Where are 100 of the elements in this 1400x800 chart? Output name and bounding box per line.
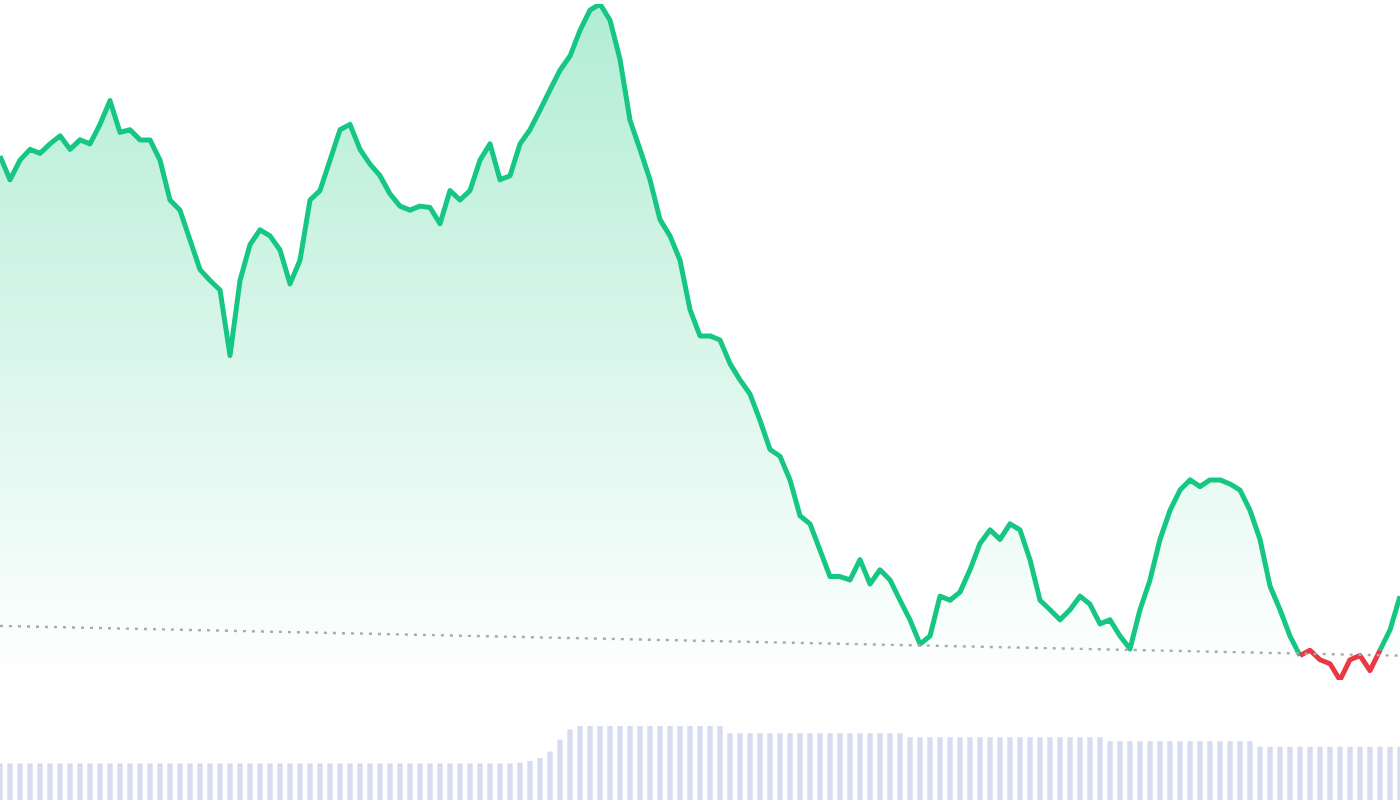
bar: [557, 739, 563, 800]
bar: [507, 763, 513, 800]
bar: [57, 763, 63, 800]
bar: [817, 733, 823, 800]
bar: [77, 763, 83, 800]
bar: [587, 726, 593, 800]
bar: [1137, 741, 1143, 800]
bar: [447, 763, 453, 800]
bar: [1117, 741, 1123, 800]
bar: [1207, 741, 1213, 800]
bar: [907, 737, 913, 800]
bar: [1337, 746, 1343, 800]
bar: [97, 763, 103, 800]
bar: [1267, 746, 1273, 800]
bar: [517, 762, 523, 800]
bar: [287, 763, 293, 800]
bar: [947, 737, 953, 800]
bar: [467, 763, 473, 800]
bar: [1077, 737, 1083, 800]
bar: [127, 763, 133, 800]
bar: [1177, 741, 1183, 800]
bar: [67, 763, 73, 800]
bar: [27, 763, 33, 800]
bar: [1217, 741, 1223, 800]
bar: [677, 726, 683, 800]
bar: [1037, 737, 1043, 800]
bar: [767, 733, 773, 800]
bar: [1047, 737, 1053, 800]
bar: [377, 763, 383, 800]
bar: [87, 763, 93, 800]
bar: [237, 763, 243, 800]
bar: [577, 726, 583, 800]
bar: [707, 726, 713, 800]
bar: [997, 737, 1003, 800]
bar: [387, 763, 393, 800]
bar: [457, 763, 463, 800]
bar: [107, 763, 113, 800]
bar: [717, 726, 723, 800]
bar: [827, 733, 833, 800]
bar: [897, 733, 903, 800]
bar: [847, 733, 853, 800]
bar: [7, 763, 13, 800]
bar: [797, 733, 803, 800]
bar: [1107, 741, 1113, 800]
bar: [1227, 741, 1233, 800]
bar: [37, 763, 43, 800]
bar: [137, 763, 143, 800]
bar: [1327, 746, 1333, 800]
bar: [497, 763, 503, 800]
bar: [177, 763, 183, 800]
bar: [977, 737, 983, 800]
bar: [657, 726, 663, 800]
bar: [757, 733, 763, 800]
bar: [487, 763, 493, 800]
bar: [187, 763, 193, 800]
bar: [937, 737, 943, 800]
bar: [777, 733, 783, 800]
bar: [157, 763, 163, 800]
bar: [1247, 741, 1253, 800]
bar: [867, 733, 873, 800]
bar: [1187, 741, 1193, 800]
bar: [477, 763, 483, 800]
bar: [1057, 737, 1063, 800]
bar: [1087, 737, 1093, 800]
bar: [917, 737, 923, 800]
bar: [227, 763, 233, 800]
bar: [1167, 741, 1173, 800]
bar: [637, 726, 643, 800]
bar: [207, 763, 213, 800]
bar: [357, 763, 363, 800]
bar: [317, 763, 323, 800]
bar: [857, 733, 863, 800]
bar: [307, 763, 313, 800]
bar: [1387, 746, 1393, 800]
bar: [617, 726, 623, 800]
bar: [367, 763, 373, 800]
bar: [1287, 746, 1293, 800]
bar: [887, 733, 893, 800]
bar: [47, 763, 53, 800]
bar: [247, 763, 253, 800]
bar: [1347, 746, 1353, 800]
bar: [527, 761, 533, 800]
bar: [1297, 746, 1303, 800]
bar: [337, 763, 343, 800]
bar: [1317, 746, 1323, 800]
bar: [437, 763, 443, 800]
bar: [277, 763, 283, 800]
bar: [547, 751, 553, 800]
bar: [1367, 746, 1373, 800]
bar: [17, 763, 23, 800]
bar: [407, 763, 413, 800]
bar: [607, 726, 613, 800]
bar: [297, 763, 303, 800]
bar: [927, 737, 933, 800]
bar: [257, 763, 263, 800]
bar: [837, 733, 843, 800]
bar: [117, 763, 123, 800]
bar: [787, 733, 793, 800]
bar: [567, 729, 573, 800]
bar: [1157, 741, 1163, 800]
